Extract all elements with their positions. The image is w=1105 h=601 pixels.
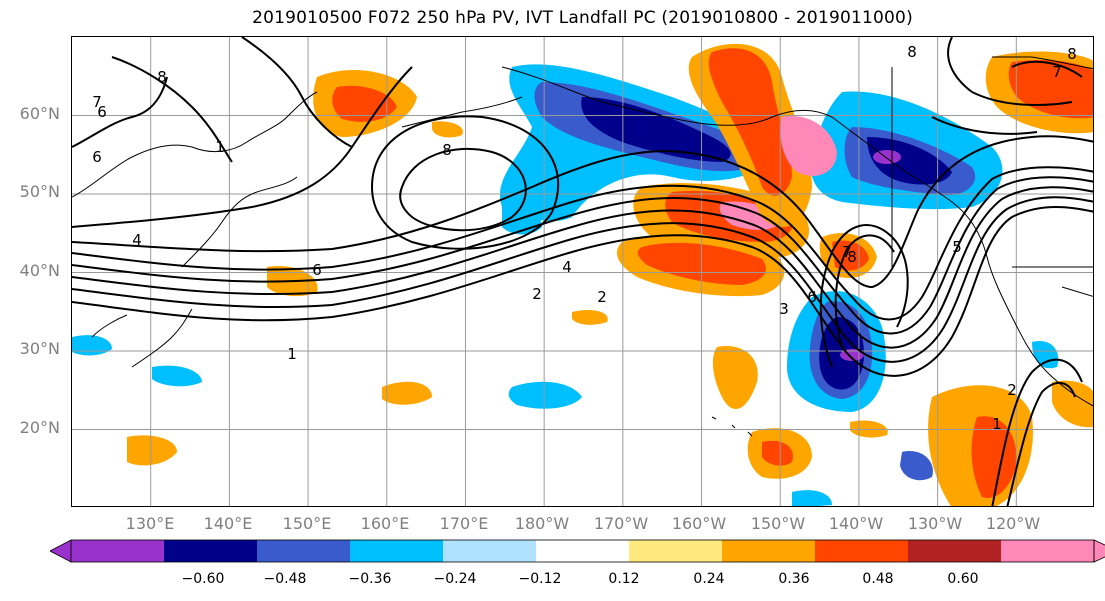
colorbar: [50, 539, 1105, 563]
colorbar-segment: [71, 540, 165, 562]
lat-label-40n: 40°N: [19, 261, 60, 280]
positive-anomaly-region: [127, 435, 177, 466]
negative-anomaly-core: [873, 150, 901, 164]
lon-label-150e: 150°E: [282, 514, 332, 533]
colorbar-tick-label: −0.12: [518, 571, 562, 587]
coastlines: [72, 56, 1093, 437]
contour-label: 1: [287, 345, 297, 363]
negative-anomaly-region: [581, 97, 731, 162]
contour-label: 2: [1007, 381, 1017, 399]
contour-label: 6: [92, 148, 102, 166]
contour-label: 6: [97, 103, 107, 121]
contour-label: 8: [157, 68, 167, 86]
positive-anomaly-region: [332, 85, 397, 122]
positive-anomaly-region: [780, 116, 837, 176]
colorbar-tick-label: 0.48: [862, 571, 894, 587]
contour-label: 1: [992, 415, 1002, 433]
contour-label: 1: [215, 138, 225, 156]
positive-anomaly-region: [850, 420, 888, 438]
negative-anomaly-region: [508, 381, 582, 409]
positive-anomaly-region: [382, 381, 432, 405]
lon-label-180w: 180°W: [514, 514, 570, 533]
lon-label-160w: 160°W: [671, 514, 727, 533]
pc-shading-layer: [72, 43, 1093, 506]
contour-label: 8: [442, 141, 452, 159]
negative-anomaly-region: [900, 451, 933, 481]
contour-label: 5: [952, 238, 962, 256]
positive-anomaly-region: [432, 121, 463, 138]
colorbar-segment: [443, 540, 537, 562]
colorbar-tick-label: 0.60: [947, 571, 979, 587]
negative-anomaly-region: [1032, 341, 1059, 369]
contour-label: 2: [532, 285, 542, 303]
negative-anomaly-region: [72, 335, 112, 356]
positive-anomaly-region: [712, 346, 758, 409]
negative-anomaly-region: [152, 365, 202, 387]
positive-anomaly-region: [572, 310, 608, 325]
lon-label-130e: 130°E: [125, 514, 175, 533]
colorbar-extend-min: [50, 539, 72, 563]
lon-label-140w: 140°W: [828, 514, 884, 533]
colorbar-extend-max: [1093, 539, 1105, 563]
lon-label-170e: 170°E: [439, 514, 489, 533]
contour-label: 7: [92, 93, 102, 111]
colorbar-tick-label: −0.36: [348, 571, 392, 587]
colorbar-segment: [908, 540, 1002, 562]
contour-label: 6: [312, 261, 322, 279]
positive-anomaly-region: [1052, 380, 1093, 428]
lat-label-30n: 30°N: [19, 339, 60, 358]
contour-label: 8: [1067, 45, 1077, 63]
colorbar-segment: [629, 540, 723, 562]
colorbar-segment: [350, 540, 444, 562]
positive-anomaly-region: [1008, 60, 1093, 119]
contour-label: 7: [1052, 63, 1062, 81]
lon-label-150w: 150°W: [750, 514, 806, 533]
negative-anomaly-region: [792, 490, 832, 506]
positive-anomaly-region: [762, 440, 793, 466]
lon-label-130w: 130°W: [907, 514, 963, 533]
contour-label: 6: [807, 288, 817, 306]
lon-label-170w: 170°W: [593, 514, 649, 533]
colorbar-tick-label: 0.24: [693, 571, 725, 587]
contour-label: 4: [562, 258, 572, 276]
colorbar-segment: [815, 540, 909, 562]
contour-label: 8: [847, 248, 857, 266]
lon-label-160e: 160°E: [360, 514, 410, 533]
colorbar-segment: [536, 540, 630, 562]
lat-label-60n: 60°N: [19, 104, 60, 123]
contour-label: 8: [907, 43, 917, 61]
lat-label-50n: 50°N: [19, 182, 60, 201]
colorbar-segment: [722, 540, 816, 562]
colorbar-tick-label: 0.12: [608, 571, 640, 587]
colorbar-tick-label: −0.24: [433, 571, 477, 587]
colorbar-segment: [257, 540, 351, 562]
pv-contours: [72, 37, 1093, 506]
lon-label-120w: 120°W: [985, 514, 1041, 533]
colorbar-segment: [164, 540, 258, 562]
contour-label: 7: [842, 243, 852, 261]
colorbar-segment: [1001, 540, 1095, 562]
negative-anomaly-region: [867, 137, 952, 185]
figure-title: 2019010500 F072 250 hPa PV, IVT Landfall…: [252, 8, 913, 28]
colorbar-frame: [70, 539, 1095, 563]
lon-label-140e: 140°E: [203, 514, 253, 533]
lat-label-20n: 20°N: [19, 418, 60, 437]
contour-label: 2: [597, 288, 607, 306]
contour-label: 4: [132, 231, 142, 249]
positive-anomaly-region: [708, 48, 792, 196]
colorbar-tick-label: −0.48: [263, 571, 307, 587]
contour-label: 3: [779, 300, 789, 318]
positive-anomaly-region: [971, 416, 1017, 498]
colorbar-tick-label: 0.36: [778, 571, 810, 587]
colorbar-tick-label: −0.60: [181, 571, 225, 587]
